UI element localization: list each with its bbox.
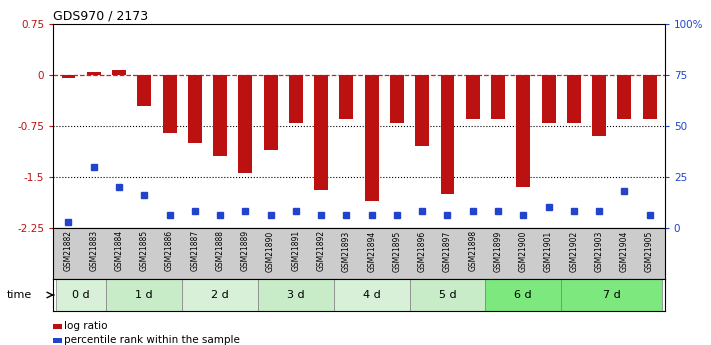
Text: GSM21897: GSM21897 [443, 230, 452, 272]
Bar [112, 70, 126, 75]
Text: GSM21902: GSM21902 [570, 230, 578, 272]
Bar [182, 279, 258, 311]
Bar [107, 279, 182, 311]
Bar [333, 279, 410, 311]
Bar [213, 75, 227, 157]
Text: 3 d: 3 d [287, 290, 305, 300]
Bar [264, 75, 277, 150]
Text: GSM21904: GSM21904 [620, 230, 629, 272]
Bar [410, 279, 486, 311]
Bar [314, 75, 328, 190]
Bar [542, 75, 555, 122]
Bar [567, 75, 581, 122]
Text: GSM21888: GSM21888 [215, 230, 225, 271]
Text: GSM21890: GSM21890 [266, 230, 275, 272]
Text: GSM21886: GSM21886 [165, 230, 174, 272]
Text: 4 d: 4 d [363, 290, 380, 300]
Text: GSM21899: GSM21899 [493, 230, 503, 272]
Bar [561, 279, 662, 311]
Bar [441, 75, 454, 194]
Bar [486, 279, 561, 311]
Text: GSM21883: GSM21883 [90, 230, 98, 272]
Text: 0 d: 0 d [73, 290, 90, 300]
Bar [163, 75, 176, 133]
Bar [516, 75, 530, 187]
Text: time: time [7, 290, 33, 300]
Bar [592, 75, 606, 136]
Text: GSM21896: GSM21896 [418, 230, 427, 272]
Bar [390, 75, 404, 122]
Bar [62, 75, 75, 78]
Bar [415, 75, 429, 146]
Text: GSM21891: GSM21891 [292, 230, 300, 272]
Text: 2 d: 2 d [211, 290, 229, 300]
Bar [188, 75, 202, 143]
Bar [491, 75, 505, 119]
Text: GSM21882: GSM21882 [64, 230, 73, 271]
Bar [617, 75, 631, 119]
Text: percentile rank within the sample: percentile rank within the sample [64, 335, 240, 345]
Text: GSM21884: GSM21884 [114, 230, 124, 272]
Text: GSM21894: GSM21894 [367, 230, 376, 272]
Text: GSM21887: GSM21887 [191, 230, 199, 272]
Text: GSM21898: GSM21898 [469, 230, 477, 272]
Text: GSM21903: GSM21903 [594, 230, 604, 272]
Text: 6 d: 6 d [515, 290, 532, 300]
Text: GSM21885: GSM21885 [140, 230, 149, 272]
Text: log ratio: log ratio [64, 321, 107, 331]
Bar [238, 75, 252, 174]
Text: 1 d: 1 d [136, 290, 153, 300]
Text: GSM21900: GSM21900 [519, 230, 528, 272]
Bar [289, 75, 303, 122]
Text: GSM21901: GSM21901 [544, 230, 553, 272]
Bar [365, 75, 379, 200]
Bar [258, 279, 333, 311]
Text: GDS970 / 2173: GDS970 / 2173 [53, 10, 149, 23]
Bar [87, 72, 101, 75]
Text: GSM21892: GSM21892 [316, 230, 326, 272]
Text: 5 d: 5 d [439, 290, 456, 300]
Text: GSM21893: GSM21893 [342, 230, 351, 272]
Bar [466, 75, 480, 119]
Bar [643, 75, 656, 119]
Bar [56, 279, 107, 311]
Text: GSM21905: GSM21905 [645, 230, 654, 272]
Text: 7 d: 7 d [603, 290, 621, 300]
Text: GSM21895: GSM21895 [392, 230, 402, 272]
Text: GSM21889: GSM21889 [241, 230, 250, 272]
Bar [339, 75, 353, 119]
Bar [137, 75, 151, 106]
